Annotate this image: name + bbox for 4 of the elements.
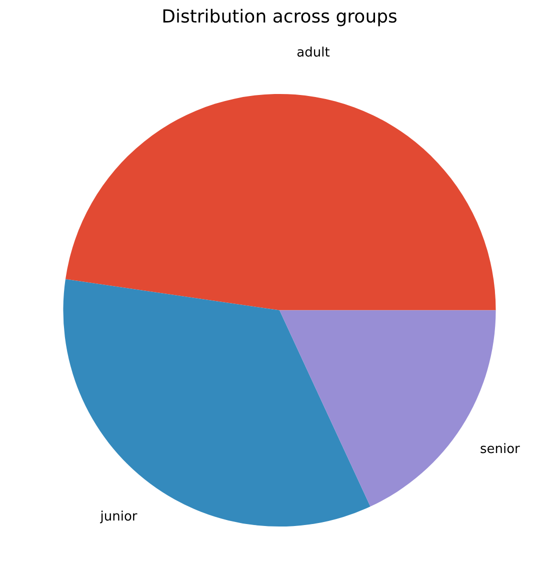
- chart-title: Distribution across groups: [162, 6, 398, 28]
- slice-label: adult: [296, 45, 330, 60]
- slice-label: senior: [480, 442, 521, 457]
- slice-label: junior: [99, 510, 138, 525]
